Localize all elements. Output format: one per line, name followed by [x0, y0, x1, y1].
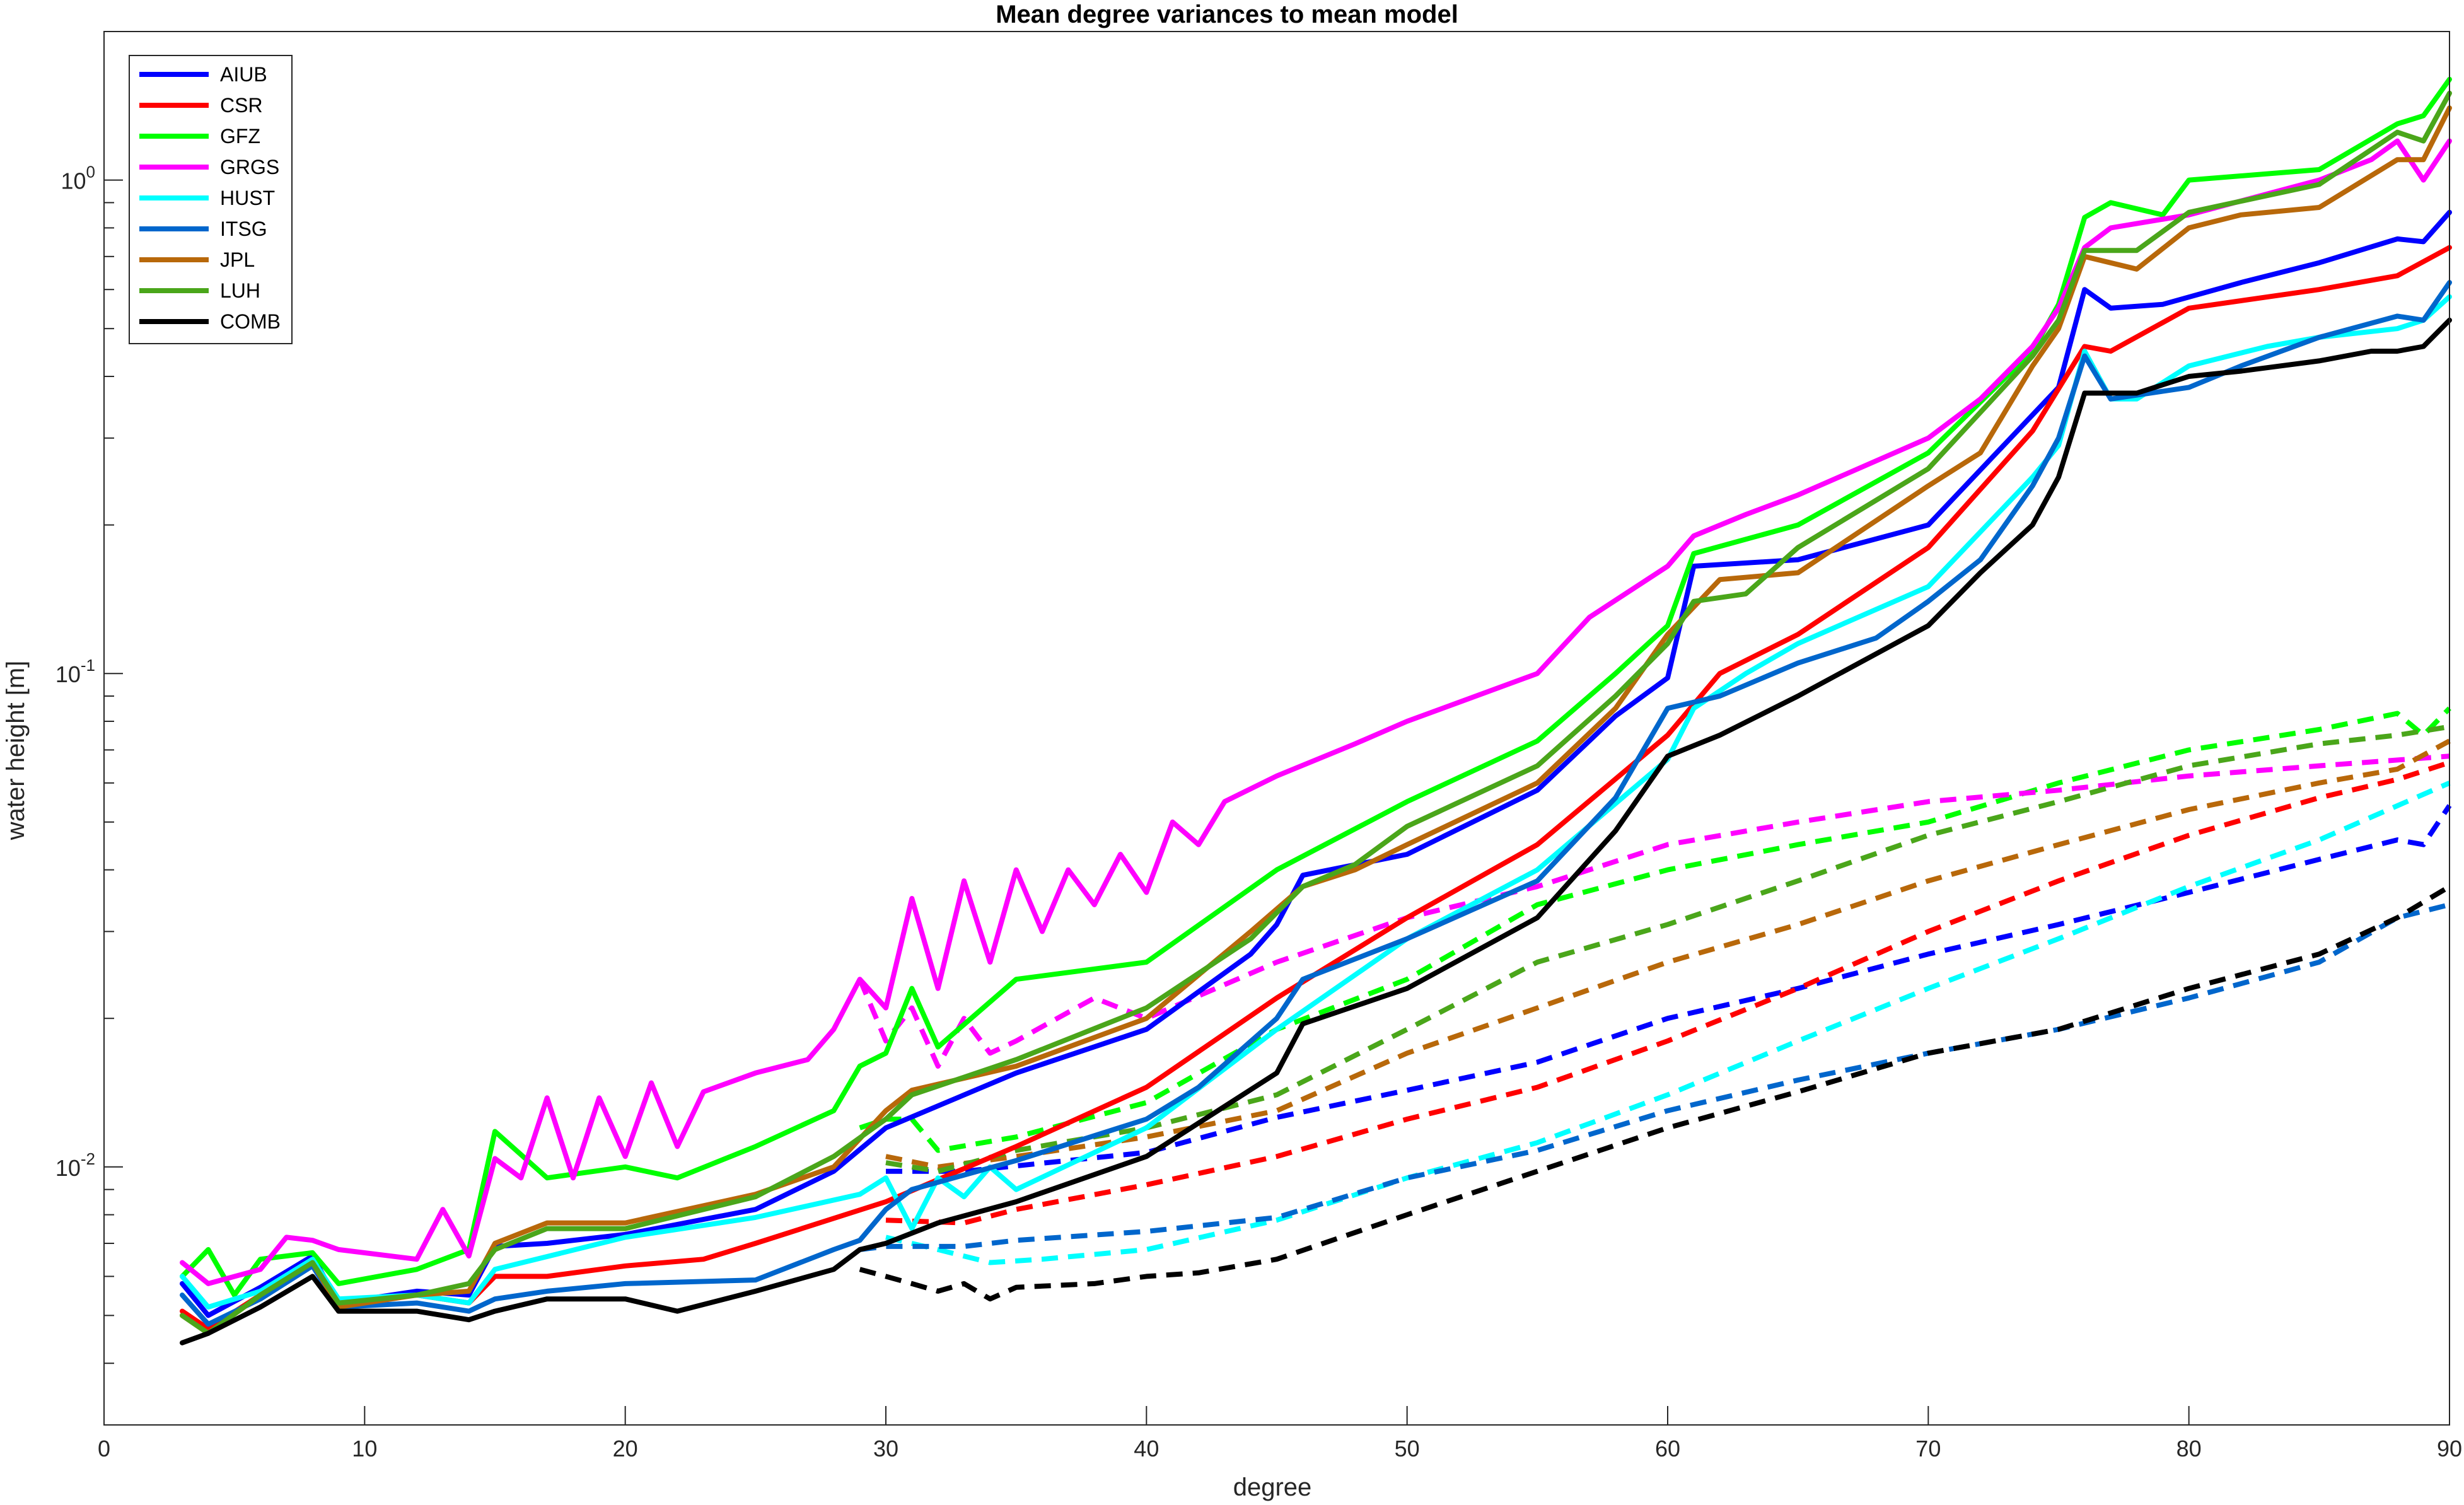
- series-line-hust-solid: [180, 294, 2452, 1310]
- x-tick-label: 10: [352, 1436, 377, 1461]
- series-line-luh-solid: [180, 90, 2452, 1336]
- legend-label-grgs: GRGS: [220, 156, 279, 178]
- series-line-unlabeled-14-dashed: [859, 902, 2450, 1252]
- legend-label-csr: CSR: [220, 94, 263, 117]
- plot-frame: [103, 31, 2450, 1426]
- legend-label-comb: COMB: [220, 310, 281, 333]
- legend-label-aiub: AIUB: [220, 63, 267, 86]
- y-tick-label: 100: [61, 163, 95, 194]
- series-line-unlabeled-9-dashed: [886, 804, 2452, 1174]
- x-tick-label: 30: [873, 1436, 898, 1461]
- series-line-gfz-solid: [180, 76, 2452, 1298]
- series-line-unlabeled-12-dashed: [857, 753, 2450, 1069]
- series-line-unlabeled-10-dashed: [885, 760, 2451, 1226]
- x-axis-label: degree: [1233, 1473, 1312, 1501]
- legend-label-jpl: JPL: [220, 248, 255, 271]
- series-line-unlabeled-13-dashed: [885, 781, 2451, 1265]
- series-line-itsg-solid: [180, 280, 2452, 1327]
- legend-label-gfz: GFZ: [220, 125, 260, 148]
- legend-label-itsg: ITSG: [220, 218, 267, 240]
- series-line-grgs-solid: [180, 138, 2452, 1286]
- axes-layer: 0 10 20 30 40 50 60 70 80 90 10-2 10-1 100: [55, 31, 2462, 1461]
- chart-title: Mean degree variances to mean model: [996, 1, 1458, 28]
- y-axis-label: water height [m]: [2, 661, 30, 841]
- x-tick-label: 50: [1395, 1436, 1420, 1461]
- series-line-unlabeled-16-dashed: [885, 724, 2450, 1174]
- x-tick-label: 20: [613, 1436, 638, 1461]
- legend-label-hust: HUST: [220, 187, 275, 209]
- series-layer: [180, 76, 2452, 1345]
- legend-label-luh: LUH: [220, 279, 260, 302]
- y-tick-label: 10-2: [55, 1149, 95, 1181]
- x-tick-label: 80: [2176, 1436, 2202, 1461]
- x-tick-label: 40: [1134, 1436, 1159, 1461]
- x-tick-label: 90: [2437, 1436, 2462, 1461]
- x-tick-label: 0: [98, 1436, 110, 1461]
- series-line-jpl-solid: [180, 105, 2452, 1336]
- x-tick-label: 70: [1915, 1436, 1941, 1461]
- y-tick-label: 10-1: [55, 656, 95, 687]
- x-tick-label: 60: [1655, 1436, 1680, 1461]
- series-line-unlabeled-17-dashed: [859, 884, 2451, 1302]
- series-line-unlabeled-11-dashed: [859, 706, 2451, 1153]
- series-line-comb-solid: [180, 317, 2452, 1345]
- legend: AIUB CSR GFZ GRGS HUST ITSG JPL LUH COMB: [129, 55, 293, 344]
